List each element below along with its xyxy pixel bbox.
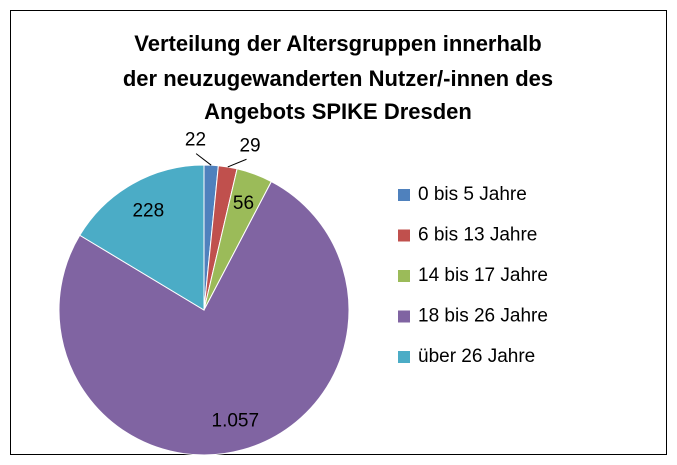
- legend-swatch: [398, 351, 410, 363]
- legend-label: 14 bis 17 Jahre: [418, 265, 548, 286]
- leader-line: [195, 153, 212, 166]
- legend-label: 6 bis 13 Jahre: [418, 225, 537, 246]
- data-label: 56: [233, 193, 254, 214]
- pie-slice: [79, 164, 205, 311]
- data-label: 1.057: [212, 411, 260, 432]
- chart-title: Verteilung der Altersgruppen innerhalb: [134, 31, 541, 56]
- legend-label: über 26 Jahre: [418, 346, 535, 367]
- data-label: 29: [239, 136, 260, 157]
- legend-label: 18 bis 26 Jahre: [418, 306, 548, 327]
- legend-swatch: [398, 189, 410, 201]
- legend-label: 0 bis 5 Jahre: [418, 184, 527, 205]
- legend-swatch: [398, 229, 410, 242]
- data-label: 228: [132, 201, 164, 222]
- legend-swatch: [398, 270, 410, 282]
- chart-title: Angebots SPIKE Dresden: [204, 99, 472, 124]
- legend-swatch: [398, 310, 410, 323]
- pie-slice: [58, 180, 350, 456]
- data-label: 22: [185, 130, 206, 151]
- leader-line: [227, 158, 247, 168]
- chart-title: der neuzugewanderten Nutzer/-innen des: [123, 66, 553, 91]
